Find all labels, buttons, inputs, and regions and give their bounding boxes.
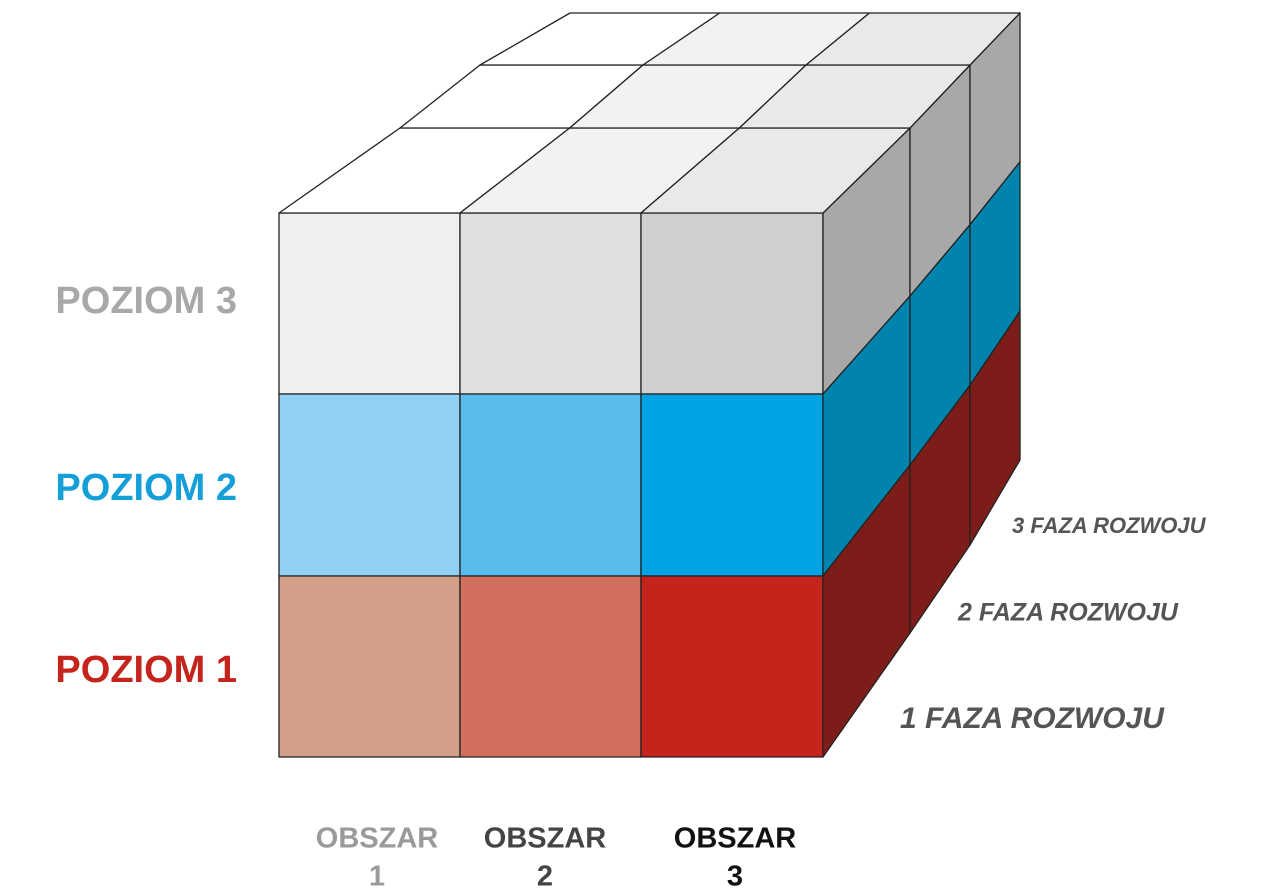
area-label: OBSZAR [484,823,607,855]
cube-face [459,575,642,758]
phase-label: 3 FAZA ROZWOJU [1012,513,1207,538]
cube-face [278,393,461,577]
cube-face [459,212,642,395]
level-label: POZIOM 2 [55,467,237,509]
cube-face [969,310,1021,546]
cube-face [805,12,1021,66]
cube-face [640,212,824,395]
level-label: POZIOM 3 [55,280,237,322]
cube-face [459,393,642,577]
area-label: OBSZAR [674,823,797,855]
area-number: 2 [537,861,553,893]
cube-face [278,212,461,395]
area-number: 1 [369,861,385,893]
cube-face [640,393,824,577]
phase-label: 2 FAZA ROZWOJU [957,599,1179,627]
level-label: POZIOM 1 [55,649,237,691]
phase-label: 1 FAZA ROZWOJU [900,702,1165,735]
cube-face [640,575,824,758]
cube-face [278,575,461,758]
cube [278,12,1021,758]
area-number: 3 [727,861,743,893]
area-label: OBSZAR [316,823,439,855]
